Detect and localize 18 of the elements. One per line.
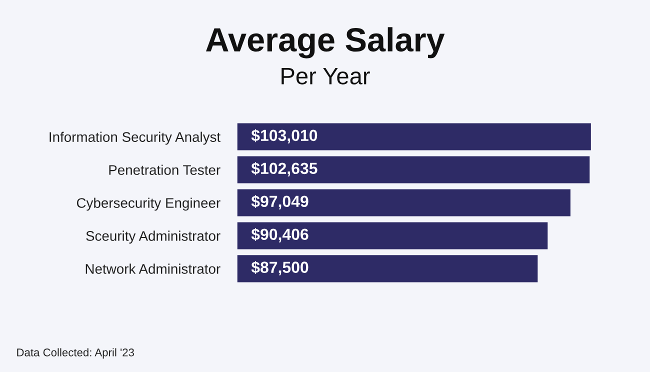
data-label: $90,406 xyxy=(251,228,308,242)
y-tick-label: Cybersecurity Engineer xyxy=(76,198,220,211)
text: Data Collected: April '23 xyxy=(17,348,134,359)
bar xyxy=(237,123,591,150)
data-label: $87,500 xyxy=(251,260,308,276)
chart-title: Average Salary xyxy=(206,27,445,58)
bar xyxy=(237,189,570,216)
y-tick-label: Sceurity Administrator xyxy=(86,230,220,244)
y-tick-label: Network Administrator xyxy=(86,264,220,274)
data-label: $102,635 xyxy=(251,162,318,176)
chart-subtitle: Per Year xyxy=(282,68,370,84)
bar xyxy=(237,255,538,282)
data-label: $97,049 xyxy=(251,195,308,210)
data-label: $103,010 xyxy=(251,129,318,144)
y-tick-label: Information Security Analyst xyxy=(50,132,220,145)
y-tick-label: Penetration Tester xyxy=(109,164,220,175)
bar xyxy=(237,222,548,250)
bar xyxy=(237,156,590,184)
